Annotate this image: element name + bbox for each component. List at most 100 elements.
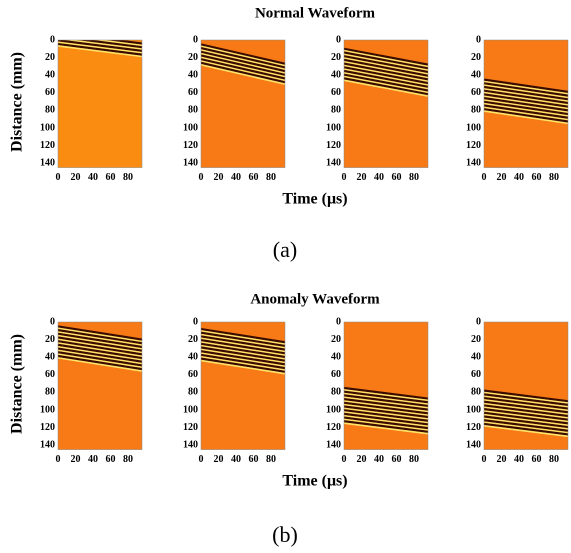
y-tick-label: 100 [326, 122, 341, 133]
wave-light [58, 331, 142, 346]
y-tick-label: 60 [471, 87, 481, 98]
y-tick-label: 140 [326, 439, 341, 450]
wave-dark [344, 409, 428, 422]
y-tick-label: 20 [471, 52, 481, 63]
x-tick-label: 0 [342, 172, 347, 183]
x-tick-label: 80 [549, 172, 559, 183]
wave-dark [201, 47, 285, 69]
wave-light [201, 359, 285, 375]
wave-light [484, 399, 568, 412]
wave-dark [58, 332, 142, 349]
y-tick-label: 80 [188, 387, 198, 398]
y-tick-label: 140 [466, 157, 481, 168]
x-tick-label: 0 [482, 454, 487, 465]
y-tick-label: 20 [331, 334, 341, 345]
x-axis-label: Time (μs) [282, 473, 347, 490]
wave-light [201, 344, 285, 360]
wave-dark [484, 411, 568, 425]
wave-light [58, 353, 142, 369]
y-tick-label: 140 [466, 439, 481, 450]
wave-light [344, 79, 428, 97]
wave-light [484, 106, 568, 121]
wave-dark [58, 340, 142, 356]
x-tick-label: 0 [342, 454, 347, 465]
x-tick-label: 0 [199, 172, 204, 183]
wave-light [344, 403, 428, 417]
y-tick-label: 40 [45, 351, 55, 362]
wave-light [344, 68, 428, 86]
y-axis-label: Distance (mm) [9, 334, 26, 434]
wave-light [344, 72, 428, 90]
wave-dark [484, 82, 568, 97]
x-tick-label: 40 [374, 454, 384, 465]
wave-dark [344, 397, 428, 411]
y-tick-label: 80 [331, 387, 341, 398]
wave-dark [484, 85, 568, 101]
wave-dark [201, 327, 285, 344]
panel-frame [200, 39, 286, 168]
y-tick-label: 40 [188, 351, 198, 362]
wave-light [484, 102, 568, 117]
y-tick-label: 0 [193, 34, 198, 45]
wave-light [201, 341, 285, 357]
wave-light [344, 396, 428, 409]
x-tick-label: 80 [266, 172, 276, 183]
wave-light [201, 64, 285, 85]
wave-light [484, 91, 568, 106]
wave-dark [484, 78, 568, 94]
wave-dark [484, 100, 568, 116]
x-tick-label: 40 [231, 172, 241, 183]
y-tick-label: 100 [183, 122, 198, 133]
x-tick-label: 80 [123, 454, 133, 465]
y-tick-label: 60 [45, 369, 55, 380]
x-tick-label: 40 [231, 454, 241, 465]
wave-dark [201, 350, 285, 366]
wave-light [58, 338, 142, 354]
y-tick-label: 20 [45, 52, 55, 63]
wave-light [344, 414, 428, 428]
wave-dark [484, 415, 568, 429]
y-tick-label: 120 [466, 422, 481, 433]
y-tick-label: 40 [45, 69, 55, 80]
y-axis-label: Distance (mm) [9, 52, 26, 152]
y-tick-label: 20 [45, 334, 55, 345]
x-tick-label: 60 [106, 172, 116, 183]
y-tick-label: 100 [466, 404, 481, 415]
wave-light [484, 410, 568, 423]
wave-dark [484, 396, 568, 410]
y-tick-label: 20 [331, 52, 341, 63]
x-tick-label: 40 [374, 172, 384, 183]
figure-title: Normal Waveform [255, 5, 376, 21]
y-tick-label: 140 [40, 439, 55, 450]
wave-dark [344, 390, 428, 404]
heatmap-bg [58, 40, 142, 168]
x-tick-label: 60 [532, 172, 542, 183]
x-tick-label: 40 [514, 454, 524, 465]
wave-light [63, 40, 142, 50]
y-tick-label: 40 [188, 69, 198, 80]
wave-light [201, 356, 285, 371]
y-tick-label: 0 [193, 316, 198, 327]
x-tick-label: 0 [482, 172, 487, 183]
y-tick-label: 100 [183, 404, 198, 415]
wave-dark [344, 62, 428, 81]
x-tick-label: 60 [532, 454, 542, 465]
wave-light [484, 391, 568, 404]
wave-light [201, 337, 285, 353]
wave-dark [201, 357, 285, 373]
y-tick-label: 80 [471, 105, 481, 116]
heatmap [484, 322, 568, 450]
wave-light [201, 56, 285, 78]
y-tick-label: 80 [471, 387, 481, 398]
y-tick-label: 120 [40, 140, 55, 151]
y-tick-label: 120 [326, 140, 341, 151]
wave-light [344, 407, 428, 420]
y-tick-label: 100 [40, 404, 55, 415]
wave-light [344, 57, 428, 75]
wave-light [344, 411, 428, 424]
y-tick-label: 40 [471, 69, 481, 80]
wave-dark [344, 405, 428, 419]
wave-dark [344, 66, 428, 85]
y-tick-label: 80 [45, 387, 55, 398]
x-tick-label: 80 [409, 454, 419, 465]
